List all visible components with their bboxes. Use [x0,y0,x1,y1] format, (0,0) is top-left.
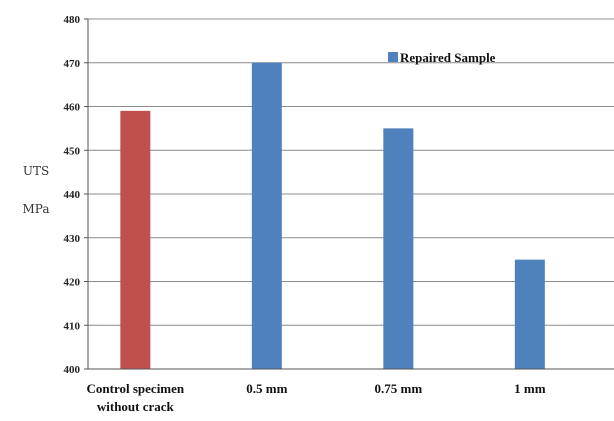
bar [252,63,282,369]
bar [515,260,545,369]
y-tick-label: 450 [64,145,81,157]
y-tick-label: 430 [64,233,81,245]
legend-swatch [388,52,398,62]
x-axis-categories: Control specimen without crack 0.5 mm 0.75 … [87,381,546,414]
y-tick-label: 480 [64,14,81,26]
y-tick-label: 440 [64,189,81,201]
y-tick-label: 420 [64,277,81,289]
y-tick-label: 470 [64,58,81,70]
legend: Repaired Sample [388,50,496,65]
y-axis-label: UTS MPa [23,164,50,216]
y-axis-label-line: MPa [23,202,50,216]
bars [120,63,545,369]
y-axis-label-line: UTS [23,164,49,178]
y-tick-label: 460 [64,102,81,114]
x-category-label: 1 mm [514,381,546,396]
x-category-label: Control specimen [87,381,185,396]
x-category-label: 0.5 mm [246,381,287,396]
y-tick-label: 410 [64,320,81,332]
y-tick-label: 400 [64,364,81,376]
x-category-label: without crack [97,399,175,414]
bar [120,111,150,369]
bar [383,128,413,369]
legend-label: Repaired Sample [400,50,496,65]
y-axis-ticks: 400 410 420 430 440 450 460 470 480 [64,14,89,376]
x-category-label: 0.75 mm [375,381,423,396]
